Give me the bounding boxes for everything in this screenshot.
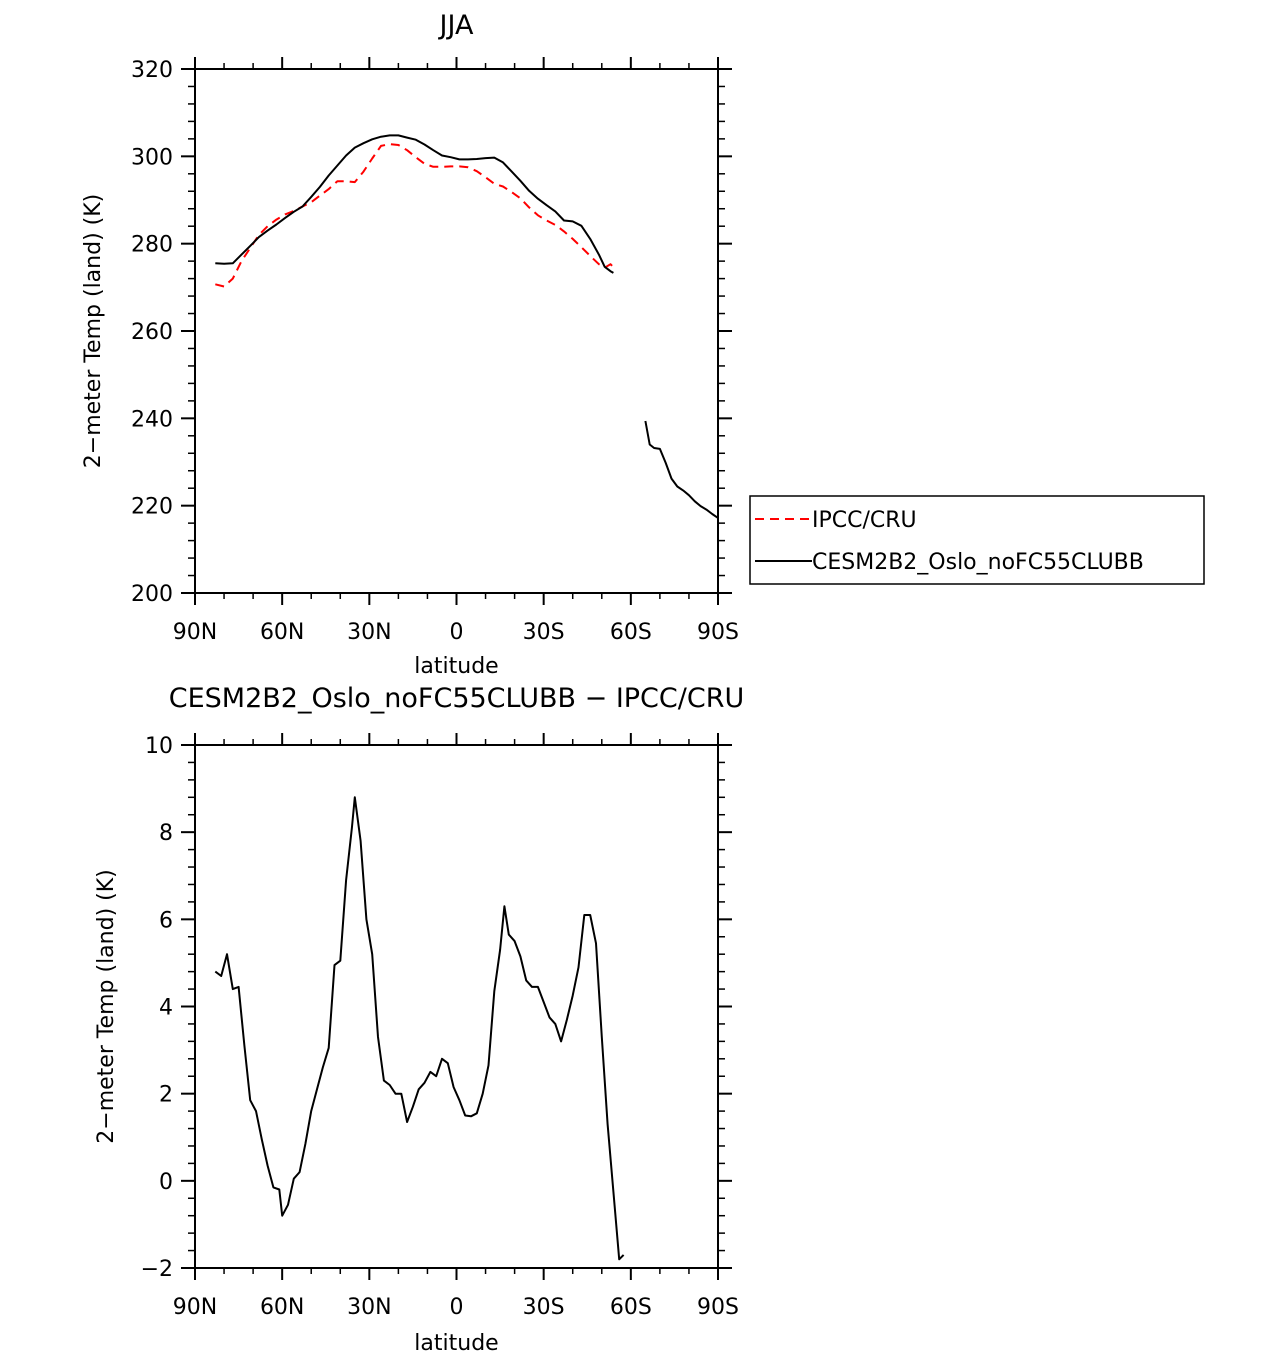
y-tick-label: 0 <box>159 1170 173 1195</box>
y-tick-label: 240 <box>131 407 173 432</box>
legend: IPCC/CRU CESM2B2_Oslo_noFC55CLUBB <box>749 495 1205 585</box>
y-tick-label: 320 <box>131 58 173 83</box>
x-tick-label: 90N <box>173 620 217 645</box>
y-axis-title: 2−meter Temp (land) (K) <box>81 194 106 468</box>
series-line-2-segment-1 <box>215 134 614 274</box>
x-tick-label: 30S <box>523 620 565 645</box>
y-tick-label: 220 <box>131 495 173 520</box>
chart-title: CESM2B2_Oslo_noFC55CLUBB − IPCC/CRU <box>169 683 745 714</box>
plot-frame <box>194 744 719 1269</box>
y-tick-label: 280 <box>131 233 173 258</box>
legend-label: IPCC/CRU <box>812 508 917 533</box>
y-tick-label: 2 <box>159 1083 173 1108</box>
y-tick-label: 4 <box>159 996 173 1021</box>
series-line-1-segment-1 <box>215 143 615 288</box>
x-tick-label: 30S <box>523 1295 565 1320</box>
x-tick-label: 90S <box>697 620 739 645</box>
series-line-1-segment-1 <box>214 796 625 1261</box>
y-tick-label: 260 <box>131 320 173 345</box>
y-tick-label: −2 <box>141 1257 173 1282</box>
plot-frame <box>194 68 719 594</box>
x-tick-label: 0 <box>450 1295 464 1320</box>
x-axis-title: latitude <box>414 654 498 679</box>
x-tick-label: 60S <box>610 620 652 645</box>
x-tick-label: 60S <box>610 1295 652 1320</box>
x-tick-label: 90N <box>173 1295 217 1320</box>
x-tick-label: 60N <box>260 1295 304 1320</box>
y-tick-label: 8 <box>159 821 173 846</box>
legend-label: CESM2B2_Oslo_noFC55CLUBB <box>812 550 1144 575</box>
y-tick-label: 200 <box>131 582 173 607</box>
y-axis-title: 2−meter Temp (land) (K) <box>94 869 119 1143</box>
x-tick-label: 30N <box>347 620 391 645</box>
y-tick-label: 10 <box>145 734 173 759</box>
series-line-2-segment-2 <box>644 420 718 519</box>
x-tick-label: 60N <box>260 620 304 645</box>
x-axis-title: latitude <box>414 1331 498 1356</box>
y-tick-label: 300 <box>131 145 173 170</box>
legend-box <box>749 495 1205 585</box>
chart-panel-1: JJA 90N 60N 30N 0 30S 60S 90S 200 220 240 260 280 300… <box>81 10 1205 679</box>
y-tick-label: 6 <box>159 908 173 933</box>
chart-title: JJA <box>438 10 474 41</box>
x-tick-label: 90S <box>697 1295 739 1320</box>
x-tick-label: 30N <box>347 1295 391 1320</box>
x-tick-label: 0 <box>450 620 464 645</box>
